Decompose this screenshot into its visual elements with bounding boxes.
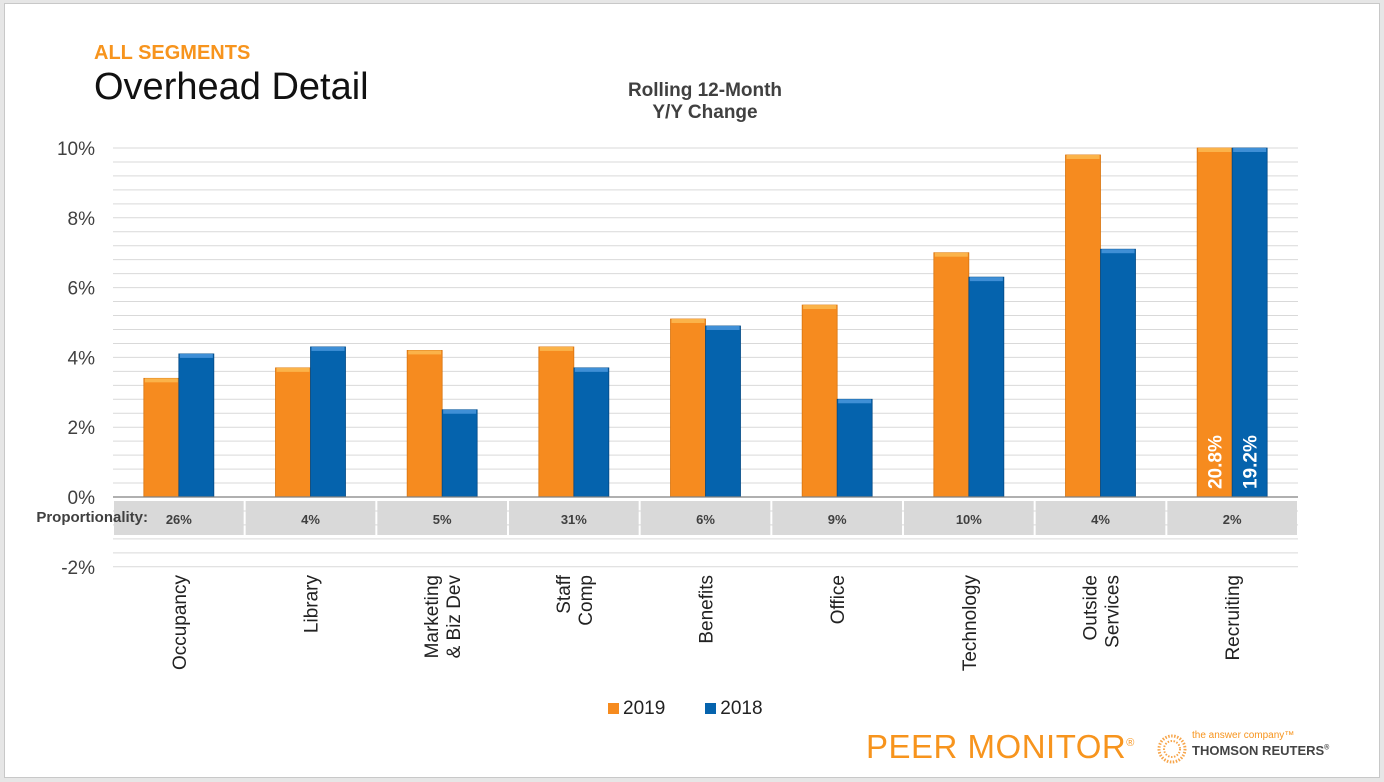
bar-bevel — [803, 305, 837, 310]
category-label: Outside — [1081, 575, 1102, 640]
category-label: & Biz Dev — [444, 575, 465, 659]
y-tick-label: 0% — [68, 488, 96, 509]
bar-bevel — [179, 353, 213, 358]
page-title: Overhead Detail — [94, 66, 369, 108]
bar-2018 — [441, 409, 478, 498]
bar-bevel — [1066, 154, 1100, 159]
proportionality-value: 9% — [828, 512, 847, 527]
bar-2019 — [670, 318, 706, 498]
category-label: Staff — [554, 574, 575, 613]
category-label: Benefits — [697, 575, 718, 644]
y-tick-label: 8% — [68, 209, 96, 230]
bar-2018 — [573, 367, 610, 498]
category-label: Office — [828, 575, 849, 624]
proportionality-cell — [1167, 501, 1297, 535]
data-label: 19.2% — [1241, 435, 1262, 489]
proportionality-label: Proportionality: — [36, 509, 148, 526]
bar-2018 — [1100, 248, 1136, 498]
bar-bevel — [144, 378, 178, 383]
bar-bevel — [1233, 148, 1267, 152]
category-label: Comp — [576, 575, 597, 626]
proportionality-value: 26% — [166, 512, 192, 527]
proportionality-cell — [904, 501, 1034, 535]
bar-bevel — [574, 367, 608, 372]
legend-item-2019: 2019 — [608, 698, 665, 720]
proportionality-value: 4% — [1091, 512, 1110, 527]
proportionality-cell — [1035, 501, 1166, 535]
bar-bevel — [443, 409, 477, 414]
legend: 2019 2018 — [608, 698, 763, 720]
bar-2018 — [836, 398, 873, 498]
y-tick-label: 4% — [68, 348, 96, 369]
y-tick-label: 6% — [68, 279, 96, 300]
proportionality-value: 31% — [561, 512, 587, 527]
bar-2019 — [143, 377, 180, 498]
bar-2019 — [933, 252, 970, 498]
proportionality-cell — [640, 501, 771, 535]
y-tick-label: 2% — [68, 418, 96, 439]
proportionality-cell — [377, 501, 507, 535]
bar-2018 — [968, 276, 1005, 498]
chart-title: Rolling 12-Month Y/Y Change — [627, 80, 783, 123]
category-label: Library — [302, 575, 323, 634]
bar-bevel — [706, 325, 740, 330]
proportionality-value: 2% — [1223, 512, 1242, 527]
category-label: Occupancy — [170, 575, 191, 671]
bar-bevel — [408, 350, 442, 355]
data-label: 20.8% — [1206, 435, 1227, 489]
proportionality-value: 6% — [696, 512, 715, 527]
proportionality-value: 5% — [433, 512, 452, 527]
bar-2019 — [538, 346, 575, 498]
bar-2019 — [406, 350, 443, 498]
category-label: Services — [1103, 575, 1124, 648]
globe-dots-icon — [1157, 734, 1187, 764]
bar-2018 — [705, 325, 741, 498]
bar-bevel — [1101, 249, 1135, 254]
proportionality-cell — [114, 501, 244, 535]
legend-item-2018: 2018 — [705, 698, 763, 720]
bar-2019 — [275, 367, 311, 498]
bar-bevel — [934, 252, 968, 257]
category-label: Recruiting — [1223, 575, 1244, 661]
proportionality-cell — [772, 501, 902, 535]
bar-bevel — [838, 399, 872, 404]
proportionality-cell — [509, 501, 639, 535]
bar-2018 — [178, 353, 215, 498]
bar-bevel — [539, 346, 573, 351]
bar-bevel — [311, 346, 345, 351]
peer-monitor-logo: PEER MONITOR® — [866, 728, 1135, 765]
bar-2019 — [1065, 154, 1101, 498]
bar-2018 — [1231, 147, 1268, 498]
category-label: Marketing — [422, 575, 443, 658]
bar-bevel — [276, 367, 310, 372]
bar-2019 — [801, 304, 838, 498]
proportionality-value: 4% — [301, 512, 320, 527]
proportionality-cell — [245, 501, 376, 535]
bar-2018 — [310, 346, 346, 498]
bar-bevel — [1198, 148, 1232, 152]
proportionality-value: 10% — [956, 512, 982, 527]
segment-label: ALL SEGMENTS — [94, 42, 251, 64]
y-tick-label: 10% — [57, 139, 95, 160]
y-tick-label: -2% — [61, 558, 95, 579]
bar-bevel — [969, 277, 1003, 282]
bar-bevel — [671, 319, 705, 324]
category-label: Technology — [960, 575, 981, 672]
